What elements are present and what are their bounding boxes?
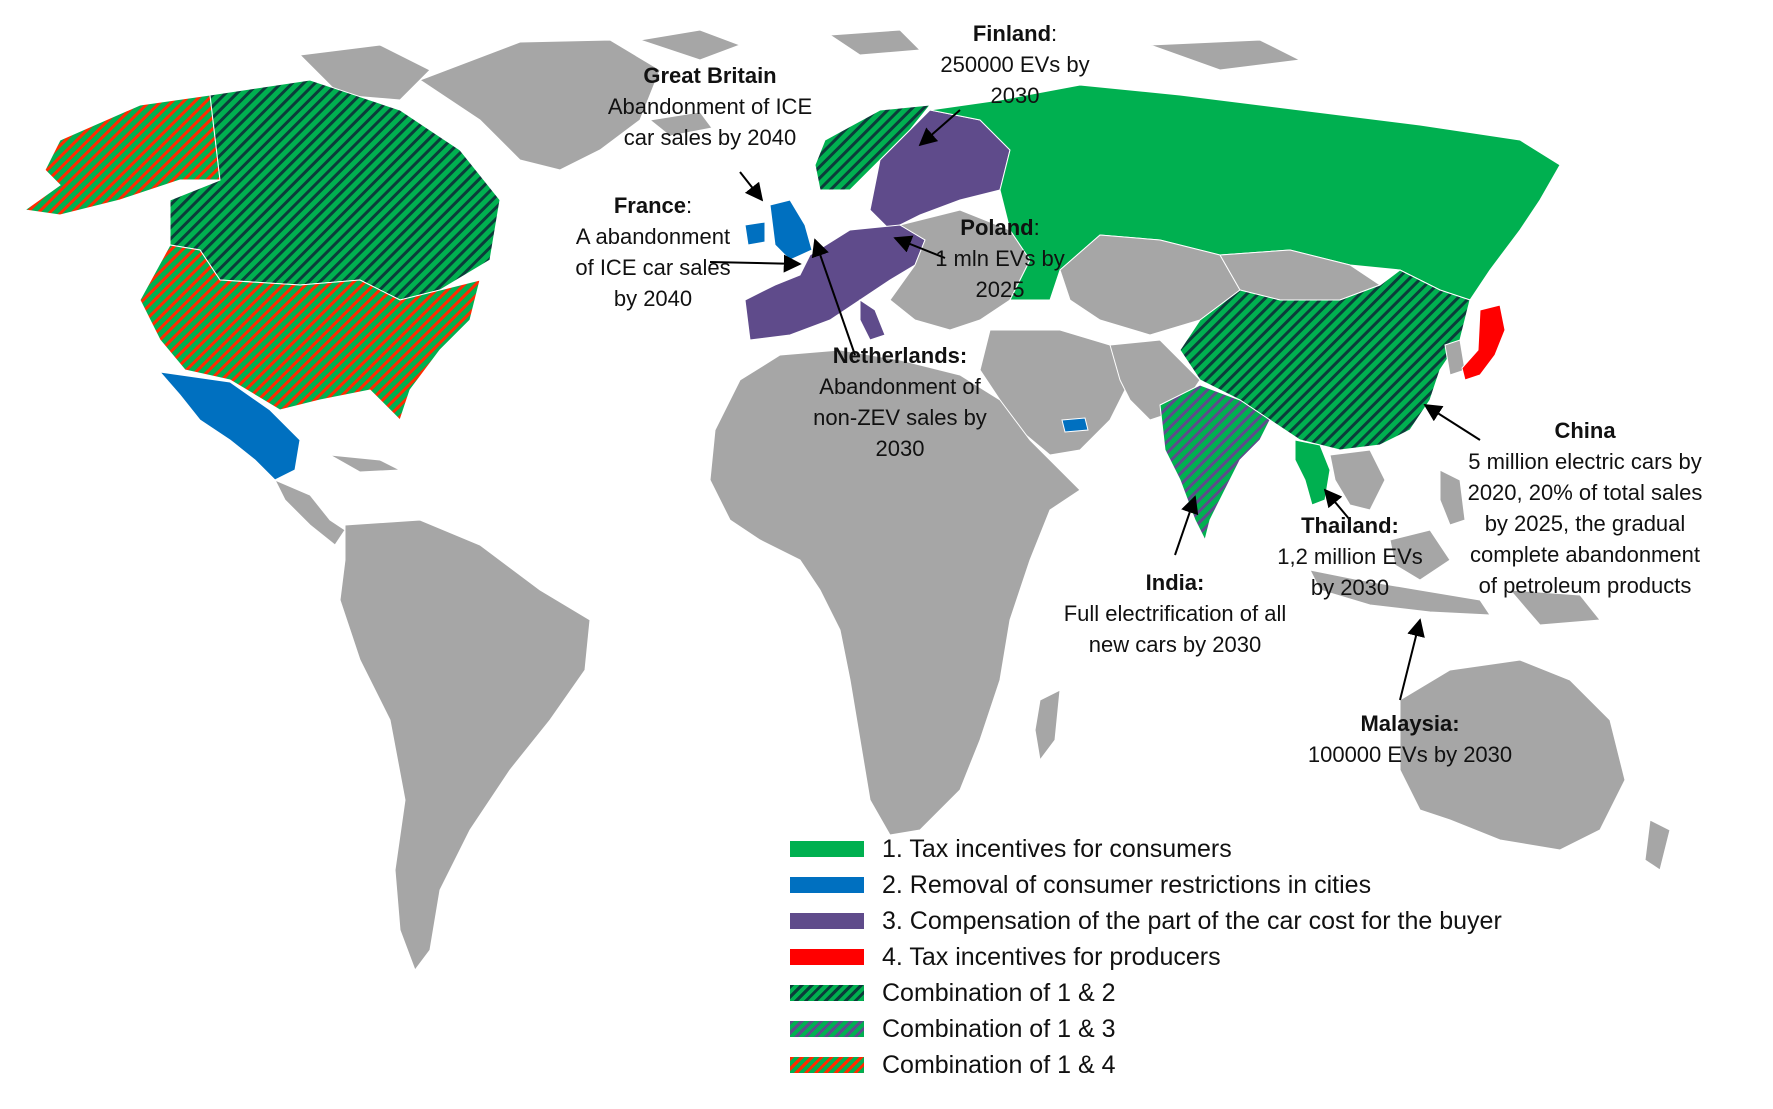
legend-label-5: Combination of 1 & 2 xyxy=(882,979,1116,1007)
netherlands-annotation: Netherlands: Abandonment of non-ZEV sale… xyxy=(790,340,1010,464)
france-line-3: by 2040 xyxy=(613,286,693,311)
legend-label-3: 3. Compensation of the part of the car c… xyxy=(882,907,1502,935)
china-line-5: of petroleum products xyxy=(1478,573,1692,598)
malaysia-title: Malaysia: xyxy=(1360,711,1460,736)
legend-swatch-2 xyxy=(790,877,864,893)
legend-swatch-7 xyxy=(790,1057,864,1073)
finland-annotation: Finland: 250000 EVs by 2030 xyxy=(915,18,1115,111)
malaysia-arrow xyxy=(1399,618,1425,701)
netherlands-line-2: non-ZEV sales by xyxy=(813,405,987,430)
china-line-3: by 2025, the gradual xyxy=(1484,511,1686,536)
finland-line-2: 2030 xyxy=(990,83,1040,108)
poland-annotation: Poland: 1 mln EVs by 2025 xyxy=(920,212,1080,305)
poland-line-1: 1 mln EVs by xyxy=(935,246,1065,271)
legend-item-2: 2. Removal of consumer restrictions in c… xyxy=(790,869,1590,901)
india-region xyxy=(1159,384,1271,542)
africa xyxy=(709,349,1081,836)
philippines xyxy=(1439,469,1466,526)
japan-region xyxy=(1461,304,1506,381)
legend-swatch-5 xyxy=(790,985,864,1001)
legend-item-6: Combination of 1 & 3 xyxy=(790,1013,1590,1045)
great-britain-line-2: car sales by 2040 xyxy=(623,125,797,150)
great-britain-annotation: Great Britain Abandonment of ICE car sal… xyxy=(585,60,835,153)
madagascar xyxy=(1034,689,1061,762)
legend-label-6: Combination of 1 & 3 xyxy=(882,1015,1116,1043)
thailand-annotation: Thailand: 1,2 million EVs by 2030 xyxy=(1255,510,1445,603)
iceland xyxy=(648,111,713,137)
central-america xyxy=(273,479,346,546)
france-annotation: France: A abandonment of ICE car sales b… xyxy=(548,190,758,314)
australia xyxy=(1399,659,1626,851)
india-title: India: xyxy=(1145,570,1205,595)
thailand-line-1: 1,2 million EVs xyxy=(1277,544,1423,569)
gb-arrow xyxy=(739,171,764,202)
canada-region xyxy=(169,79,501,301)
china-arrow xyxy=(1423,404,1481,441)
legend-label-7: Combination of 1 & 4 xyxy=(882,1051,1116,1079)
india-arrow xyxy=(1174,495,1199,556)
indonesia xyxy=(1309,569,1491,616)
china-line-4: complete abandonment xyxy=(1470,542,1700,567)
legend-swatch-3 xyxy=(790,913,864,929)
uae-region xyxy=(1061,417,1089,433)
alaska-region xyxy=(23,94,221,216)
uk-region xyxy=(769,199,813,261)
great-britain-line-1: Abandonment of ICE xyxy=(607,94,813,119)
legend-label-1: 1. Tax incentives for consumers xyxy=(882,835,1232,863)
great-britain-title: Great Britain xyxy=(643,63,777,88)
netherlands-line-1: Abandonment of xyxy=(819,374,981,399)
russia-region xyxy=(929,84,1561,301)
ireland xyxy=(744,221,766,246)
thailand-line-2: by 2030 xyxy=(1310,575,1390,600)
legend-item-7: Combination of 1 & 4 xyxy=(790,1049,1590,1081)
thailand-arrow xyxy=(1323,488,1351,521)
finland-title: Finland xyxy=(972,21,1052,46)
legend-label-2: 2. Removal of consumer restrictions in c… xyxy=(882,871,1372,899)
greenland xyxy=(418,39,661,171)
legend-item-3: 3. Compensation of the part of the car c… xyxy=(790,905,1590,937)
legend-item-4: 4. Tax incentives for producers xyxy=(790,941,1590,973)
india-line-2: new cars by 2030 xyxy=(1088,632,1262,657)
new-zealand xyxy=(1644,819,1671,871)
netherlands-title: Netherlands: xyxy=(832,343,968,368)
poland-line-2: 2025 xyxy=(975,277,1025,302)
legend-item-1: 1. Tax incentives for consumers xyxy=(790,833,1590,865)
france-title: France xyxy=(613,193,687,218)
finland-line-1: 250000 EVs by xyxy=(940,52,1090,77)
india-annotation: India: Full electrification of all new c… xyxy=(1030,567,1320,660)
legend-swatch-6 xyxy=(790,1021,864,1037)
france-line-1: A abandonment xyxy=(575,224,731,249)
italy-region xyxy=(859,299,886,341)
france-line-2: of ICE car sales xyxy=(575,255,731,280)
netherlands-line-3: 2030 xyxy=(875,436,925,461)
usa-region xyxy=(139,244,481,421)
malaysia-line-1: 100000 EVs by 2030 xyxy=(1307,742,1513,767)
legend-item-5: Combination of 1 & 2 xyxy=(790,977,1590,1009)
thailand-title: Thailand: xyxy=(1301,513,1399,538)
thailand-region xyxy=(1294,439,1331,506)
new-guinea xyxy=(1508,589,1601,626)
poland-arrow xyxy=(893,235,946,259)
malaysia-annotation: Malaysia: 100000 EVs by 2030 xyxy=(1290,708,1530,770)
netherlands-arrow xyxy=(811,238,856,356)
eastern-europe xyxy=(889,209,1031,331)
south-east-asia xyxy=(1329,449,1386,511)
poland-title: Poland xyxy=(960,215,1034,240)
south-america xyxy=(339,519,591,972)
legend-swatch-4 xyxy=(790,949,864,965)
india-line-1: Full electrification of all xyxy=(1063,601,1287,626)
china-line-2: 2020, 20% of total sales xyxy=(1467,480,1703,505)
legend-label-4: 4. Tax incentives for producers xyxy=(882,943,1221,971)
china-line-1: 5 million electric cars by xyxy=(1468,449,1702,474)
france-arrow xyxy=(709,254,802,273)
western-europe-region xyxy=(744,224,926,341)
china-annotation: China 5 million electric cars by 2020, 2… xyxy=(1440,415,1730,601)
china-title: China xyxy=(1554,418,1616,443)
finland-arrow xyxy=(918,109,961,147)
legend-swatch-1 xyxy=(790,841,864,857)
malaysia-borneo xyxy=(1389,529,1451,581)
